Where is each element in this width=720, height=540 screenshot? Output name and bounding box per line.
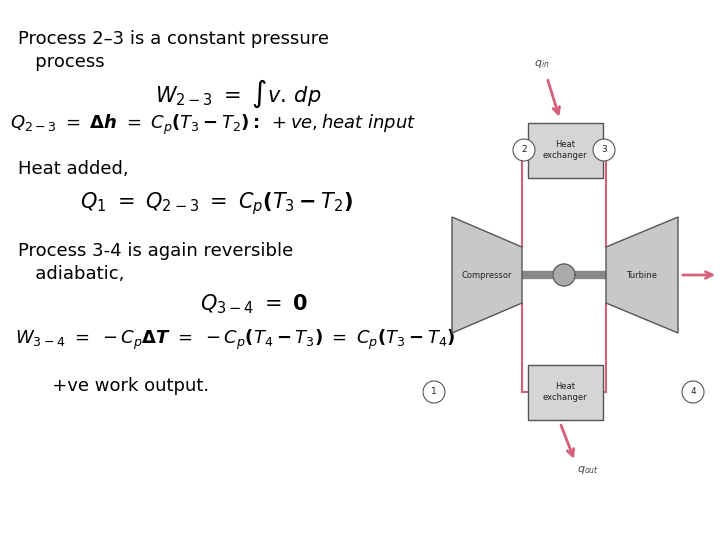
Text: process: process [18, 53, 104, 71]
Text: $\boldsymbol{Q_{3-4}}\ =\ \boldsymbol{0}$: $\boldsymbol{Q_{3-4}}\ =\ \boldsymbol{0}… [200, 292, 308, 315]
Circle shape [423, 381, 445, 403]
Text: 3: 3 [601, 145, 607, 154]
Polygon shape [606, 217, 678, 333]
Text: Heat
exchanger: Heat exchanger [543, 382, 588, 402]
Text: 1: 1 [431, 388, 437, 396]
Polygon shape [452, 217, 522, 333]
Text: $\boldsymbol{W_{3-4}}\ =\ -\boldsymbol{C_p\Delta T}\ =\ -\boldsymbol{C_p(T_4-T_3: $\boldsymbol{W_{3-4}}\ =\ -\boldsymbol{C… [15, 328, 456, 352]
Text: Process 3-4 is again reversible: Process 3-4 is again reversible [18, 242, 293, 260]
FancyBboxPatch shape [528, 364, 603, 420]
Circle shape [593, 139, 615, 161]
Circle shape [682, 381, 704, 403]
Text: Heat
exchanger: Heat exchanger [543, 140, 588, 160]
Text: 2: 2 [521, 145, 527, 154]
Circle shape [513, 139, 535, 161]
Text: $q_{in}$: $q_{in}$ [534, 57, 550, 70]
Text: Turbine: Turbine [626, 271, 657, 280]
Text: 4: 4 [690, 388, 696, 396]
Polygon shape [553, 264, 575, 286]
Text: +ve work output.: +ve work output. [35, 377, 209, 395]
Text: $\boldsymbol{W_{2-3}}\ =\ \int v.\,dp$: $\boldsymbol{W_{2-3}}\ =\ \int v.\,dp$ [155, 78, 321, 110]
FancyBboxPatch shape [528, 123, 603, 178]
Text: Compressor: Compressor [462, 271, 512, 280]
Text: adiabatic,: adiabatic, [18, 265, 125, 283]
Text: $q_{out}$: $q_{out}$ [577, 464, 599, 476]
Text: Heat added,: Heat added, [18, 160, 129, 178]
Text: Process 2–3 is a constant pressure: Process 2–3 is a constant pressure [18, 30, 329, 48]
Text: $\boldsymbol{Q_{2-3}}\ =\ \boldsymbol{\Delta h}\ =\ \boldsymbol{C_p(T_3-T_2):}\ : $\boldsymbol{Q_{2-3}}\ =\ \boldsymbol{\D… [10, 113, 416, 137]
Text: $\boldsymbol{Q_1}\ =\ \boldsymbol{Q_{2-3}}\ =\ \boldsymbol{C_p(T_3 - T_2)}$: $\boldsymbol{Q_1}\ =\ \boldsymbol{Q_{2-3… [80, 190, 353, 217]
